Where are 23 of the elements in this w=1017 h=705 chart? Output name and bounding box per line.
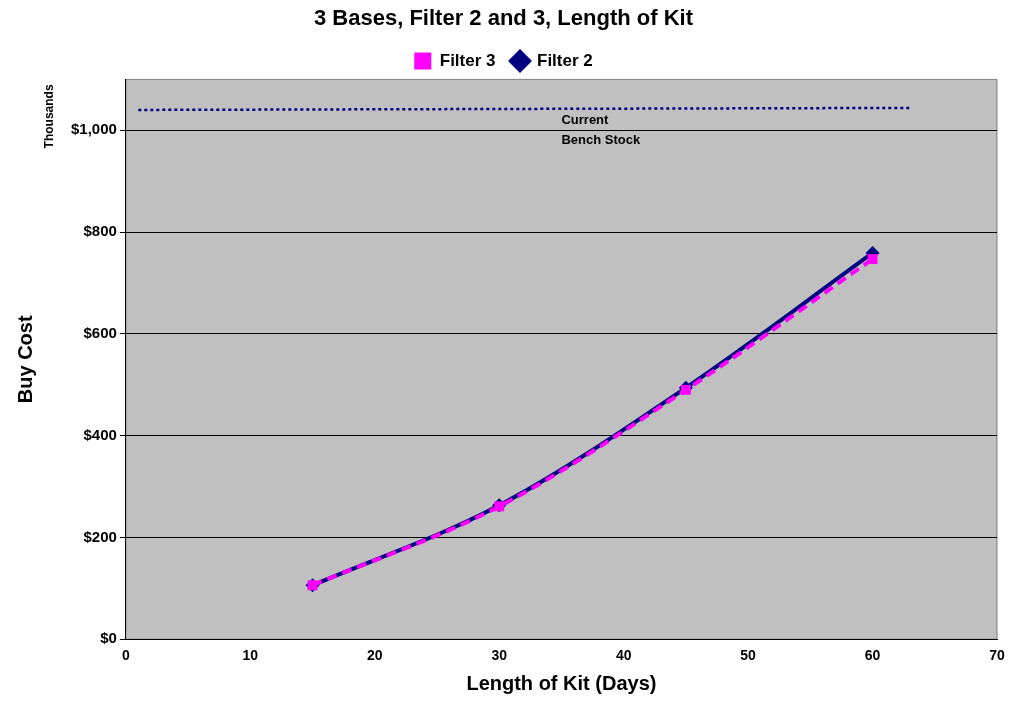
point [867, 254, 878, 264]
y-tick-label: $1,000 [70, 120, 117, 138]
y-tick-label: $600 [83, 324, 117, 341]
x-tick-label: 10 [242, 647, 259, 664]
annotation: Current Bench Stock [561, 112, 641, 148]
x-tick-label: 20 [366, 647, 383, 664]
text: Thousands [42, 84, 57, 149]
y-axis-title: Buy Cost [13, 315, 36, 404]
legend-label: Filter 2 [537, 50, 593, 70]
point [680, 384, 691, 395]
y-tick-label: $0 [100, 629, 117, 647]
y-tick-label: $200 [83, 527, 117, 545]
x-tick-label: 50 [740, 647, 757, 664]
x-tick-label: 60 [864, 647, 881, 664]
x-axis-title: Length of Kit (Days) [466, 671, 657, 694]
x-tick-label: 70 [989, 647, 1005, 664]
y-tick-label: $800 [83, 222, 117, 240]
chart-title: 3 Bases, Filter 2 and 3, Length of Kit [314, 5, 694, 31]
x-tick-label: 30 [491, 647, 508, 664]
x-tick-label: 0 [121, 647, 130, 664]
x-tick-label: 40 [615, 647, 632, 664]
y-tick-label: $400 [83, 425, 117, 443]
legend-label: Filter 3 [439, 50, 496, 70]
